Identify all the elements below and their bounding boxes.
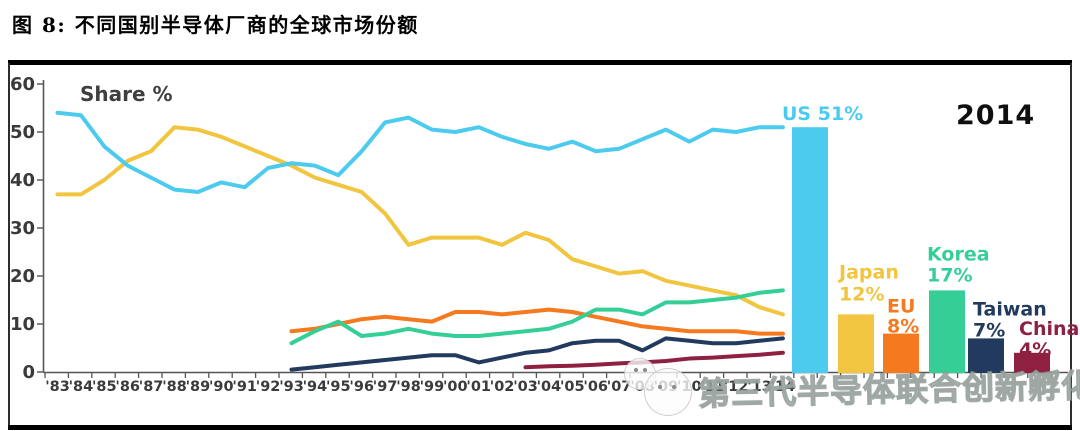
y-tick-label: 20 — [10, 266, 35, 287]
x-tick-label: '07 — [607, 379, 632, 395]
line-korea — [289, 288, 785, 346]
x-tick-label: '96 — [349, 379, 374, 395]
bar-label-taiwan: Taiwan — [973, 298, 1047, 320]
x-tick-label: '04 — [537, 379, 562, 395]
x-tick-label: '92 — [256, 379, 281, 395]
y-tick-label: 0 — [22, 362, 35, 383]
x-tick-label: '87 — [139, 379, 164, 395]
y-axis-title: Share % — [80, 82, 173, 106]
x-tick-label: '09 — [654, 379, 679, 395]
annotation-year-label: 2014 — [956, 100, 1036, 131]
x-tick-label: '12 — [724, 379, 749, 395]
x-tick-label: '97 — [373, 379, 398, 395]
x-tick-label: '14 — [771, 379, 796, 395]
bar-label-korea: Korea — [927, 243, 990, 265]
x-tick-label: '91 — [232, 379, 257, 395]
x-tick-label: '98 — [396, 379, 421, 395]
bar-label-china: 4% — [1019, 339, 1051, 361]
x-tick-label: '88 — [162, 379, 187, 395]
x-tick-label: '89 — [186, 379, 211, 395]
x-tick-label: '10 — [677, 379, 702, 395]
x-tick-label: '02 — [490, 379, 515, 395]
x-tick-label: '99 — [420, 379, 445, 395]
y-tick-label: 30 — [10, 218, 35, 239]
figure-caption: 图 8: 不同国别半导体厂商的全球市场份额 — [12, 13, 419, 37]
bar-label-eu: EU — [887, 296, 915, 318]
y-tick-label: 10 — [10, 314, 35, 335]
x-tick-label: '84 — [69, 379, 94, 395]
x-tick-label: '06 — [583, 379, 608, 395]
bar-taiwan — [968, 338, 1004, 373]
x-tick-label: '03 — [513, 379, 538, 395]
x-tick-label: '05 — [560, 379, 585, 395]
bar-japan — [838, 314, 874, 373]
frame-top-rule — [8, 60, 1072, 65]
x-tick-label: '86 — [115, 379, 140, 395]
bar-label-us: US 51% — [782, 103, 863, 125]
bar-label-taiwan: 7% — [973, 319, 1005, 341]
x-tick-label: '11 — [700, 379, 725, 395]
y-tick-label: 60 — [10, 74, 35, 95]
frame-left-border — [8, 63, 10, 427]
y-tick-label: 50 — [10, 122, 35, 143]
bar-korea — [929, 290, 965, 373]
bar-china — [1014, 352, 1050, 373]
bar-label-korea: 17% — [927, 264, 972, 286]
x-tick-label: '08 — [630, 379, 655, 395]
line-eu — [289, 307, 785, 336]
bar-label-japan: 12% — [839, 283, 884, 305]
x-tick-label: '13 — [747, 379, 772, 395]
x-tick-label: '90 — [209, 379, 234, 395]
line-china — [523, 350, 785, 370]
frame-right-border — [1070, 63, 1072, 427]
line-taiwan — [289, 336, 785, 372]
bar-us — [792, 127, 828, 373]
bar-label-eu: 8% — [887, 316, 919, 338]
x-tick-label: '93 — [279, 379, 304, 395]
bar-label-china: China — [1019, 318, 1079, 340]
x-tick-label: '01 — [466, 379, 491, 395]
x-tick-label: '94 — [303, 379, 328, 395]
bar-label-japan: Japan — [837, 261, 899, 283]
x-tick-label: '85 — [92, 379, 117, 395]
x-tick-label: '00 — [443, 379, 468, 395]
line-us — [55, 110, 785, 194]
y-tick-label: 40 — [10, 170, 35, 191]
bar-eu — [883, 333, 919, 373]
frame-bottom-rule — [8, 425, 1072, 430]
line-japan — [55, 125, 785, 317]
x-tick-label: '95 — [326, 379, 351, 395]
x-tick-label: '83 — [45, 379, 70, 395]
